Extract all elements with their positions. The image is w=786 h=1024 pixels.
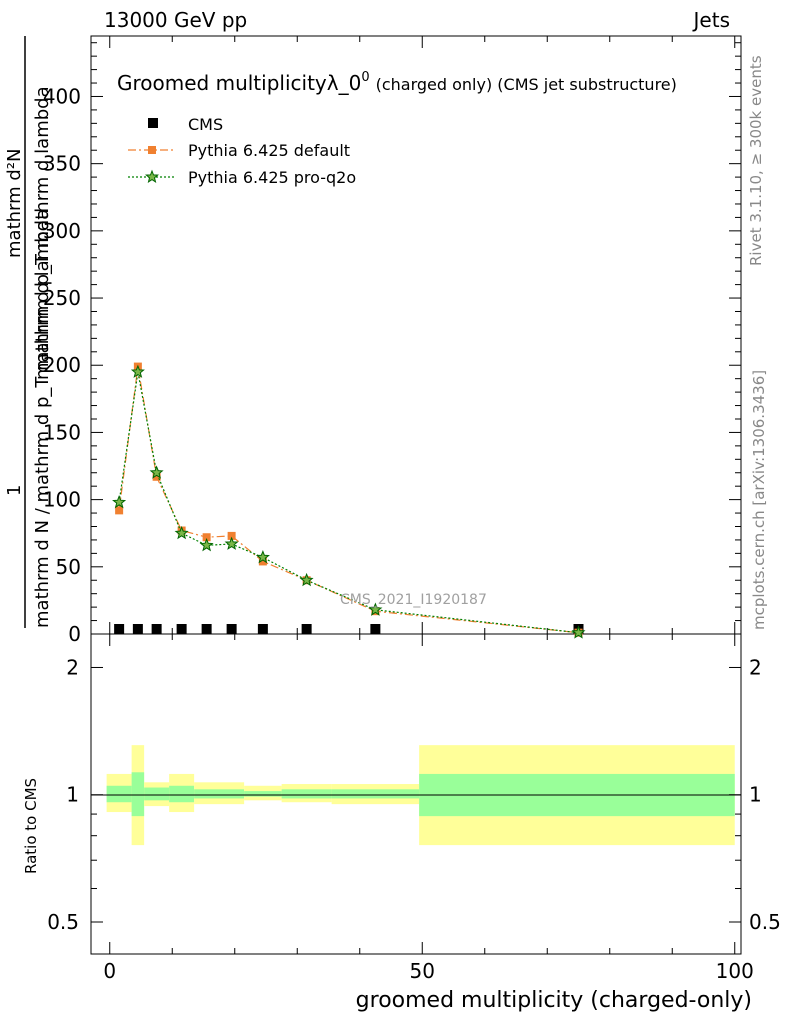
y-label-denominator-top: mathrm d p_T mathrm d lambda — [32, 86, 53, 380]
series-line-pythia-6-425-default — [118, 366, 579, 634]
data-point-cms — [226, 624, 237, 634]
ratio-y-tick-label-right: 0.5 — [749, 910, 781, 934]
x-tick-label: 50 — [410, 959, 435, 983]
data-point-pythia-6-425-default — [258, 557, 267, 566]
ratio-plot-frame — [90, 633, 742, 955]
main-y-tick-label: 350 — [43, 152, 81, 176]
energy-label: 13000 GeV pp — [104, 8, 248, 32]
data-point-cms — [132, 624, 143, 634]
data-point-cms — [151, 624, 162, 634]
x-axis-ticks: 0 50 100 — [103, 36, 754, 983]
data-point-pythia-6-425-pro-q2o — [149, 465, 164, 479]
ratio-inner-band-2 — [144, 787, 170, 801]
ratio-axis-ticks: 0.5 0.5 1 1 2 2 — [47, 655, 781, 934]
process-label: Jets — [693, 8, 730, 32]
data-point-pythia-6-425-pro-q2o — [199, 537, 214, 552]
data-point-pythia-6-425-pro-q2o — [174, 525, 189, 540]
legend-label-pythia-pro-q2o: Pythia 6.425 pro-q2o — [188, 168, 356, 187]
data-point-pythia-6-425-pro-q2o — [112, 494, 127, 509]
main-y-tick-label: 300 — [43, 219, 81, 243]
ratio-inner-band-1 — [131, 772, 145, 817]
data-point-cms — [301, 624, 312, 634]
legend-marker-pythia-default — [148, 146, 156, 154]
data-point-cms — [176, 624, 187, 634]
main-y-tick-label: 0 — [68, 622, 81, 646]
data-point-pythia-6-425-pro-q2o — [255, 550, 270, 564]
ratio-inner-band-5 — [244, 791, 282, 797]
data-point-pythia-6-425-pro-q2o — [299, 572, 314, 587]
data-point-pythia-6-425-pro-q2o — [368, 602, 383, 616]
data-point-pythia-6-425-default — [202, 533, 211, 542]
y-label-denominator: mathrm d N / mathrm d p_T mathrm d lambd… — [32, 209, 53, 628]
data-point-cms — [114, 624, 125, 634]
legend-label-pythia-default: Pythia 6.425 default — [188, 141, 350, 160]
ratio-y-tick-label-left: 2 — [66, 655, 79, 679]
main-y-axis-label: mathrm d²N 1 mathrm d p_T mathrm d lambd… — [4, 36, 53, 628]
main-axis-ticks: 0 50 100 150 200 250 300 350 400 — [43, 42, 741, 646]
y-label-numerator: mathrm d²N — [4, 149, 25, 258]
series-layer — [112, 362, 586, 639]
main-y-tick-label: 100 — [43, 488, 81, 512]
data-point-cms — [201, 624, 212, 634]
data-point-pythia-6-425-pro-q2o — [224, 536, 239, 550]
ratio-inner-band-4 — [194, 789, 245, 799]
ratio-inner-band-3 — [169, 785, 195, 803]
analysis-watermark: CMS_2021_I1920187 — [340, 592, 487, 608]
legend: CMS Pythia 6.425 default Pythia 6.425 pr… — [128, 115, 356, 187]
data-point-pythia-6-425-pro-q2o — [130, 364, 145, 378]
y-label-one: 1 — [4, 485, 25, 496]
legend-marker-cms — [148, 118, 158, 128]
ratio-y-tick-label-left: 1 — [66, 783, 79, 807]
data-point-pythia-6-425-default — [152, 472, 161, 481]
ratio-y-axis-label: Ratio to CMS — [22, 778, 40, 874]
ratio-y-tick-label-right: 2 — [749, 655, 762, 679]
x-tick-label: 100 — [716, 959, 754, 983]
x-tick-label: 0 — [103, 959, 116, 983]
legend-marker-pythia-pro-q2o — [145, 169, 159, 184]
ratio-inner-band-0 — [106, 785, 132, 803]
data-point-cms — [257, 624, 268, 634]
main-y-tick-label: 250 — [43, 286, 81, 310]
ratio-y-tick-label-left: 0.5 — [47, 910, 79, 934]
data-point-pythia-6-425-default — [227, 531, 236, 540]
series-line-pythia-6-425-pro-q2o — [118, 371, 579, 634]
data-point-pythia-6-425-pro-q2o — [571, 625, 586, 639]
ratio-y-tick-label-right: 1 — [749, 783, 762, 807]
main-y-tick-label: 50 — [56, 555, 81, 579]
ratio-inner-band-7 — [331, 789, 420, 799]
data-point-pythia-6-425-default — [115, 506, 124, 515]
main-y-tick-label: 150 — [43, 420, 81, 444]
data-point-cms — [370, 624, 381, 634]
main-y-tick-label: 200 — [43, 353, 81, 377]
legend-label-cms: CMS — [188, 115, 223, 134]
ratio-inner-band-6 — [281, 789, 332, 799]
x-axis-label: groomed multiplicity (charged-only) — [356, 988, 752, 1013]
chart-title: Groomed multiplicityλ_00 (charged only) (… — [117, 70, 677, 95]
main-y-tick-label: 400 — [43, 84, 81, 108]
